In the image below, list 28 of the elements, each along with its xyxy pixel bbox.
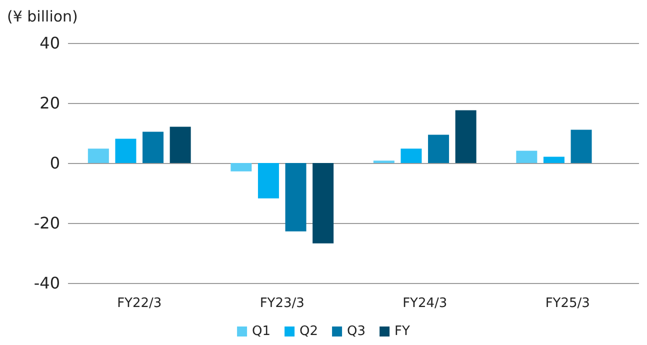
bar [428,134,450,163]
x-tick-label: FY25/3 [545,296,590,311]
bar [230,163,252,172]
bar [88,148,109,163]
bar [455,110,476,163]
x-tick-label: FY24/3 [402,296,448,311]
legend-label: FY [394,324,410,339]
y-tick-label: 0 [50,154,60,172]
bar [115,138,136,163]
y-tick-label: 40 [40,34,60,52]
bar [170,126,191,163]
x-tick-label: FY23/3 [260,296,304,311]
bar [258,163,279,198]
legend-label: Q1 [252,324,271,339]
bar [312,163,334,244]
bar [400,148,422,163]
y-tick-label: 20 [40,94,60,112]
x-tick-label: FY22/3 [117,296,162,311]
bar [516,150,538,163]
legend-label: Q3 [347,324,366,339]
y-tick-label: -40 [34,274,60,292]
y-tick-label: -20 [34,214,60,232]
bar [142,132,164,163]
y-axis-title: (¥ billion) [7,8,78,26]
bar [570,130,592,163]
bar [543,156,564,163]
legend-label: Q2 [300,324,318,339]
bar [285,163,306,232]
